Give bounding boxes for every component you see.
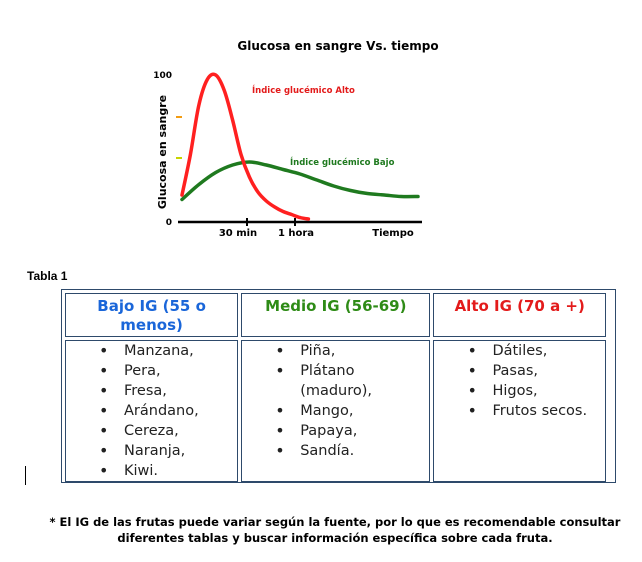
x-tick-label-1hora: 1 hora [278, 228, 314, 239]
list-item: Plátano (maduro), [242, 361, 429, 401]
header-mid-ig: Medio IG (56-69) [265, 297, 407, 315]
list-item: Fresa, [66, 381, 237, 401]
header-cell-high: Alto IG (70 a +) [433, 293, 606, 337]
ig-table: Bajo IG (55 o menos) Medio IG (56-69) Al… [61, 289, 616, 483]
table-caption: Tabla 1 [27, 269, 68, 283]
list-item: Naranja, [66, 441, 237, 461]
x-tick-label-30min: 30 min [219, 228, 257, 239]
header-high-ig: Alto IG (70 a +) [454, 297, 585, 315]
y-tick-label-0: 0 [166, 218, 172, 228]
cell-mid-fruits: Piña, Plátano (maduro), Mango, Papaya, S… [241, 340, 431, 482]
cell-low-fruits: Manzana, Pera, Fresa, Arándano, Cereza, … [65, 340, 239, 482]
low-fruit-list: Manzana, Pera, Fresa, Arándano, Cereza, … [66, 341, 237, 481]
list-item: Manzana, [66, 341, 237, 361]
header-low-ig: Bajo IG (55 o menos) [97, 297, 206, 334]
list-item: Higos, [434, 381, 605, 401]
text-cursor [25, 466, 26, 485]
y-axis-label: Glucosa en sangre [156, 95, 169, 209]
footnote: * El IG de las frutas puede variar según… [49, 515, 621, 545]
mid-fruit-list: Piña, Plátano (maduro), Mango, Papaya, S… [242, 341, 429, 461]
glycemic-chart: Glucosa en sangre Vs. tiempo 100 0 30 mi… [153, 39, 438, 239]
list-item: Dátiles, [434, 341, 605, 361]
list-item: Pasas, [434, 361, 605, 381]
high-fruit-list: Dátiles, Pasas, Higos, Frutos secos. [434, 341, 605, 421]
series-line-alto [180, 72, 311, 221]
cell-high-fruits: Dátiles, Pasas, Higos, Frutos secos. [433, 340, 606, 482]
list-item: Sandía. [242, 441, 429, 461]
series-line-bajo [180, 160, 420, 202]
header-cell-mid: Medio IG (56-69) [241, 293, 431, 337]
list-item: Kiwi. [66, 461, 237, 481]
list-item: Papaya, [242, 421, 429, 441]
series-label-alto: Índice glucémico Alto [252, 84, 355, 96]
series-label-bajo: Índice glucémico Bajo [290, 156, 395, 168]
list-item: Cereza, [66, 421, 237, 441]
list-item: Mango, [242, 401, 429, 421]
chart-title: Glucosa en sangre Vs. tiempo [237, 39, 438, 53]
list-item: Frutos secos. [434, 401, 605, 421]
y-tick-label-100: 100 [153, 71, 172, 81]
x-axis-label: Tiempo [372, 228, 414, 239]
list-item: Piña, [242, 341, 429, 361]
list-item: Arándano, [66, 401, 237, 421]
header-cell-low: Bajo IG (55 o menos) [65, 293, 239, 337]
list-item: Pera, [66, 361, 237, 381]
